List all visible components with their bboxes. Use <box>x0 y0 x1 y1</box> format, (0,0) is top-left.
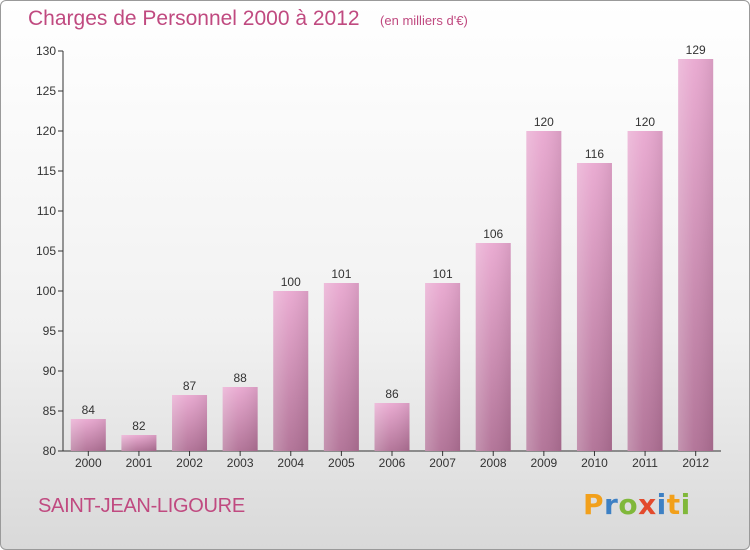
logo-letter: r <box>604 488 619 521</box>
y-tick-label: 80 <box>43 444 57 458</box>
y-tick-label: 130 <box>36 44 56 58</box>
bar-shine <box>576 163 612 451</box>
bar-value-label: 120 <box>635 115 655 129</box>
x-tick-label: 2008 <box>480 456 507 470</box>
bar-value-label: 86 <box>385 387 399 401</box>
bar-shine <box>678 59 714 451</box>
bar-shine <box>526 131 562 451</box>
x-tick-label: 2010 <box>581 456 608 470</box>
commune-name: SAINT-JEAN-LIGOURE <box>38 495 245 517</box>
logo-letter: t <box>666 488 681 521</box>
y-tick-label: 120 <box>36 124 56 138</box>
y-tick-label: 110 <box>37 204 56 218</box>
bar-shine <box>374 403 410 451</box>
bar-value-label: 120 <box>534 115 554 129</box>
bar-value-label: 116 <box>585 147 604 161</box>
x-tick-label: 2005 <box>328 456 355 470</box>
logo-letter: i <box>656 488 667 521</box>
bar-value-label: 84 <box>82 403 96 417</box>
logo-letter: i <box>680 488 691 521</box>
y-tick-label: 85 <box>43 404 57 418</box>
bar-shine <box>273 291 309 451</box>
bar-value-label: 101 <box>433 267 453 281</box>
y-tick-label: 105 <box>36 244 56 258</box>
bar-shine <box>475 243 511 451</box>
x-tick-label: 2002 <box>176 456 203 470</box>
x-tick-label: 2009 <box>530 456 557 470</box>
x-tick-label: 2007 <box>429 456 456 470</box>
bar-shine <box>121 435 157 451</box>
chart-title-row: Charges de Personnel 2000 à 2012 (en mil… <box>28 7 468 31</box>
bar-value-label: 88 <box>233 371 247 385</box>
bar-shine <box>172 395 208 451</box>
bar-value-label: 106 <box>483 227 503 241</box>
bar-shine <box>70 419 106 451</box>
bar-shine <box>627 131 663 451</box>
x-tick-label: 2006 <box>379 456 406 470</box>
bar-shine <box>323 283 359 451</box>
y-tick-label: 100 <box>36 284 56 298</box>
chart-title: Charges de Personnel 2000 à 2012 <box>28 7 360 30</box>
x-tick-label: 2011 <box>632 456 658 470</box>
bar-value-label: 100 <box>281 275 301 289</box>
logo-letter: o <box>618 488 639 521</box>
y-tick-label: 115 <box>37 164 56 178</box>
logo-letter: x <box>638 488 657 521</box>
logo-letter: P <box>583 488 605 521</box>
bar-value-label: 101 <box>331 267 351 281</box>
y-tick-label: 125 <box>36 84 56 98</box>
bar-value-label: 82 <box>132 419 146 433</box>
x-tick-label: 2003 <box>227 456 254 470</box>
y-tick-label: 90 <box>43 364 57 378</box>
bar-shine <box>425 283 461 451</box>
bar-value-label: 129 <box>686 43 706 57</box>
y-tick-label: 95 <box>43 324 57 338</box>
bar-shine <box>222 387 258 451</box>
chart-units-subtitle: (en milliers d'€) <box>380 13 468 28</box>
bar-value-label: 87 <box>183 379 197 393</box>
x-tick-label: 2001 <box>126 456 153 470</box>
x-tick-label: 2012 <box>682 456 709 470</box>
proxiti-logo: Proxiti <box>583 488 691 521</box>
x-tick-label: 2000 <box>75 456 102 470</box>
x-tick-label: 2004 <box>277 456 304 470</box>
